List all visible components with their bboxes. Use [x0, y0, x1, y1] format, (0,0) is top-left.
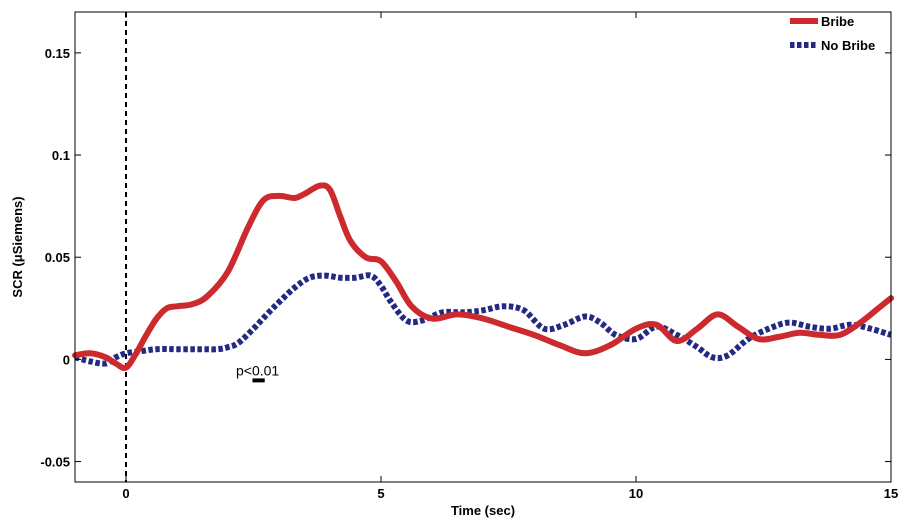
legend-label-no-bribe: No Bribe: [821, 38, 875, 53]
series-layer: [72, 182, 894, 371]
significance-bar: [252, 378, 265, 383]
legend: Bribe No Bribe: [790, 14, 875, 53]
y-axis-title: SCR (μSiemens): [10, 196, 25, 297]
legend-label-bribe: Bribe: [821, 14, 854, 29]
y-tick-label: -0.05: [40, 455, 70, 470]
x-tick-label: 0: [122, 486, 129, 501]
x-tick-label: 10: [629, 486, 643, 501]
axes-frame: [74, 11, 892, 483]
significance-annotation: p<0.01: [236, 362, 279, 378]
y-tick-label: 0: [63, 352, 70, 367]
x-tick-label: 15: [884, 486, 898, 501]
y-tick-label: 0.1: [52, 148, 70, 163]
series-line-no-bribe: [74, 272, 892, 367]
y-tick-label: 0.05: [45, 250, 70, 265]
x-axis-title: Time (sec): [451, 503, 515, 518]
y-tick-label: 0.15: [45, 46, 70, 61]
x-tick-label: 5: [377, 486, 384, 501]
annotation-layer: p<0.01: [236, 362, 279, 383]
ticks-layer: 0 5 10 15 -0.05 0 0.05 0.1 0.15: [40, 12, 898, 501]
series-line-bribe: [72, 182, 894, 371]
legend-swatch-bribe: [790, 18, 818, 24]
